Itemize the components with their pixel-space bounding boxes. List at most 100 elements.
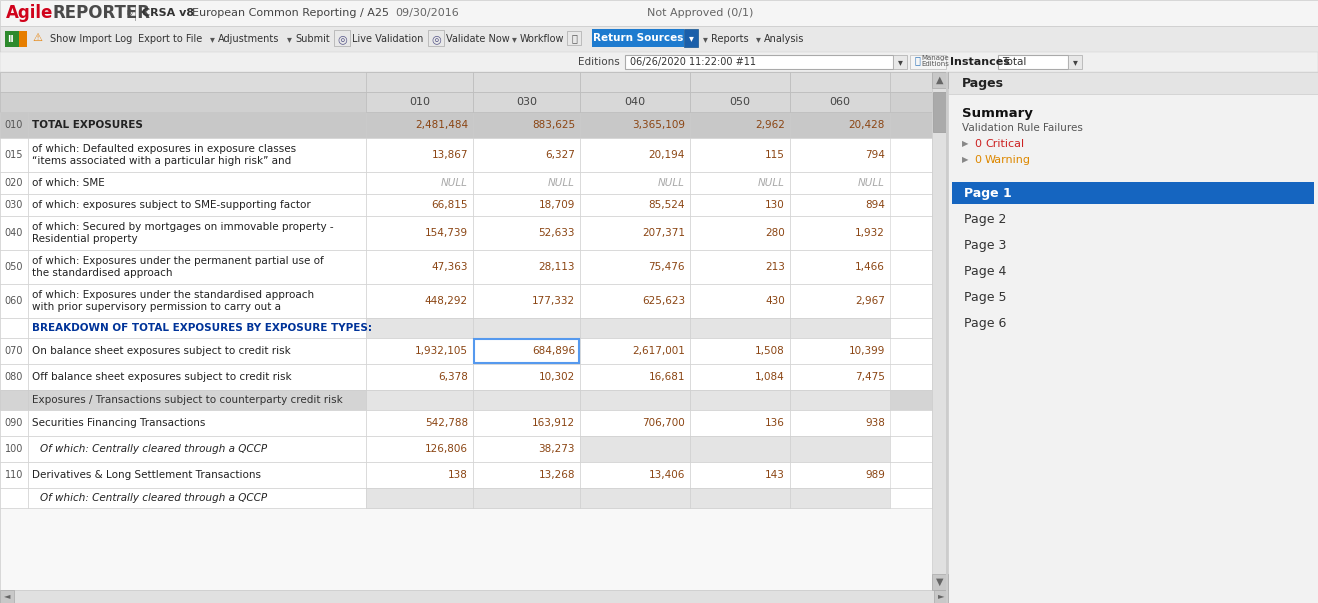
Bar <box>789 92 890 112</box>
Bar <box>0 284 932 318</box>
Text: ►: ► <box>937 592 944 601</box>
Text: 2,967: 2,967 <box>855 296 884 306</box>
Bar <box>691 72 789 92</box>
Bar <box>0 410 932 436</box>
Text: ▲: ▲ <box>936 75 944 85</box>
Bar <box>28 364 366 390</box>
Text: 989: 989 <box>865 470 884 480</box>
Bar <box>998 55 1068 69</box>
Bar <box>691 172 789 194</box>
Text: ⧗: ⧗ <box>915 55 920 65</box>
Bar <box>473 194 580 216</box>
Text: 070: 070 <box>5 346 24 356</box>
Bar <box>473 488 580 508</box>
Bar <box>933 92 948 132</box>
Text: Validation Rule Failures: Validation Rule Failures <box>962 123 1083 133</box>
Bar <box>0 462 932 488</box>
Bar <box>0 172 28 194</box>
Bar <box>691 92 789 112</box>
Text: 430: 430 <box>766 296 786 306</box>
Bar <box>473 250 580 284</box>
Text: Validate Now: Validate Now <box>445 34 510 44</box>
Text: ▾: ▾ <box>1073 57 1077 67</box>
Text: 060: 060 <box>829 97 850 107</box>
Text: ▼: ▼ <box>936 577 944 587</box>
Text: 85,524: 85,524 <box>648 200 685 210</box>
Text: of which: exposures subject to SME-supporting factor: of which: exposures subject to SME-suppo… <box>32 200 311 210</box>
Bar <box>0 390 932 410</box>
Bar <box>691 284 789 318</box>
Bar <box>789 436 890 462</box>
Bar <box>28 172 366 194</box>
Bar <box>473 284 580 318</box>
Bar <box>789 112 890 138</box>
Text: Residential property: Residential property <box>32 234 137 244</box>
Text: 040: 040 <box>625 97 646 107</box>
Bar <box>789 318 890 338</box>
Text: Instances: Instances <box>950 57 1010 67</box>
Bar <box>789 72 890 92</box>
Text: Of which: Centrally cleared through a QCCP: Of which: Centrally cleared through a QC… <box>40 493 268 503</box>
Bar <box>932 574 948 590</box>
Bar <box>473 436 580 462</box>
Bar <box>0 72 948 590</box>
Bar <box>28 318 366 338</box>
Text: 015: 015 <box>5 150 24 160</box>
Text: with prior supervisory permission to carry out a: with prior supervisory permission to car… <box>32 302 281 312</box>
Text: Submit: Submit <box>295 34 330 44</box>
Text: 542,788: 542,788 <box>424 418 468 428</box>
Text: Of which: Centrally cleared through a QCCP: Of which: Centrally cleared through a QC… <box>40 444 268 454</box>
Bar <box>0 194 932 216</box>
Text: Page 1: Page 1 <box>963 186 1012 200</box>
Text: 938: 938 <box>865 418 884 428</box>
Text: 13,406: 13,406 <box>648 470 685 480</box>
Text: ▶: ▶ <box>962 156 969 165</box>
Bar <box>28 488 366 508</box>
Text: 080: 080 <box>5 372 24 382</box>
Bar <box>333 30 351 46</box>
Bar <box>789 410 890 436</box>
Text: 794: 794 <box>865 150 884 160</box>
Bar <box>952 260 1314 282</box>
Bar <box>0 488 932 508</box>
Text: 177,332: 177,332 <box>532 296 575 306</box>
Text: 136: 136 <box>766 418 786 428</box>
Bar <box>0 72 932 92</box>
Text: 18,709: 18,709 <box>539 200 575 210</box>
Bar <box>948 72 1318 603</box>
Bar <box>691 410 789 436</box>
Text: Page 5: Page 5 <box>963 291 1007 303</box>
Bar <box>28 410 366 436</box>
Bar <box>952 182 1314 204</box>
Text: Exposures / Transactions subject to counterparty credit risk: Exposures / Transactions subject to coun… <box>32 395 343 405</box>
Bar <box>0 52 1318 72</box>
Bar <box>0 138 932 172</box>
Bar <box>0 112 932 138</box>
Bar <box>909 55 946 69</box>
Text: ⚠: ⚠ <box>32 33 42 43</box>
Bar <box>580 92 691 112</box>
Text: BREAKDOWN OF TOTAL EXPOSURES BY EXPOSURE TYPES:: BREAKDOWN OF TOTAL EXPOSURES BY EXPOSURE… <box>32 323 372 333</box>
Bar <box>473 462 580 488</box>
Bar <box>691 216 789 250</box>
Bar <box>473 172 580 194</box>
Bar <box>580 390 691 410</box>
Text: of which: Exposures under the standardised approach: of which: Exposures under the standardis… <box>32 290 314 300</box>
Bar <box>473 72 580 92</box>
Text: 280: 280 <box>766 228 786 238</box>
Text: 213: 213 <box>766 262 786 272</box>
Text: 16,681: 16,681 <box>648 372 685 382</box>
Bar <box>366 318 473 338</box>
Bar <box>691 250 789 284</box>
Bar <box>366 488 473 508</box>
Text: ⎕: ⎕ <box>571 33 577 43</box>
Text: 0: 0 <box>974 155 981 165</box>
Text: Return Sources: Return Sources <box>593 33 683 43</box>
Text: ▾: ▾ <box>898 57 903 67</box>
Text: 2,962: 2,962 <box>755 120 786 130</box>
Bar <box>580 72 691 92</box>
Bar <box>28 112 366 138</box>
Text: Page 2: Page 2 <box>963 212 1007 226</box>
Text: 030: 030 <box>517 97 536 107</box>
Bar <box>0 318 932 338</box>
